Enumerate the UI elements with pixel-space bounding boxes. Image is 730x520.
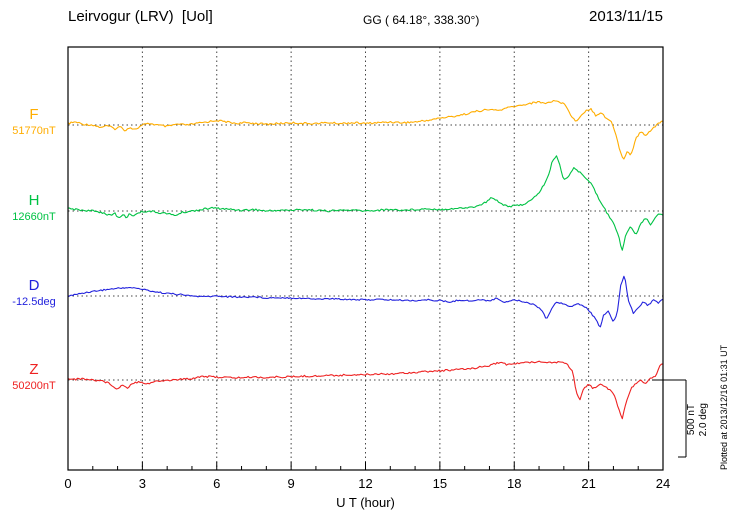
series-label-z: Z 50200nT [4, 361, 64, 393]
x-tick-label: 9 [287, 476, 295, 491]
series-letter-d: D [28, 277, 40, 294]
scale-deg-label: 2.0 deg [698, 403, 709, 437]
geographic-coordinates: GG ( 64.18°, 338.30°) [363, 13, 480, 27]
station-title: Leirvogur (LRV) [Uol] [68, 8, 213, 25]
series-baseline-value-h: 12660nT [12, 211, 56, 223]
series-label-d: D -12.5deg [4, 277, 64, 309]
x-tick-label: 24 [655, 476, 671, 491]
series-baseline-value-d: -12.5deg [12, 296, 56, 308]
x-tick-label: 12 [358, 476, 373, 491]
series-baseline-value-f: 51770nT [12, 125, 56, 137]
series-label-h: H 12660nT [4, 192, 64, 224]
plotted-at-note: Plotted at 2013/12/16 01:31 UT [719, 344, 729, 470]
scale-bar-labels: 500 nT 2.0 deg [686, 382, 709, 458]
x-tick-label: 15 [432, 476, 448, 491]
series-letter-z: Z [29, 361, 39, 378]
series-letter-f: F [29, 106, 39, 123]
trace-f [67, 99, 664, 160]
trace-z [67, 360, 664, 420]
scale-nt-label: 500 nT [686, 404, 697, 436]
series-letter-h: H [28, 192, 40, 209]
series-baseline-value-z: 50200nT [12, 380, 56, 392]
date-label: 2013/11/15 [589, 8, 663, 25]
x-axis-title: U T (hour) [336, 495, 395, 510]
x-tick-label: 21 [581, 476, 596, 491]
series-label-f: F 51770nT [4, 106, 64, 138]
trace-d [67, 275, 664, 328]
x-tick-label: 6 [213, 476, 221, 491]
x-tick-label: 0 [64, 476, 72, 491]
x-tick-label: 18 [507, 476, 522, 491]
x-tick-label: 3 [138, 476, 146, 491]
trace-h [68, 155, 664, 251]
